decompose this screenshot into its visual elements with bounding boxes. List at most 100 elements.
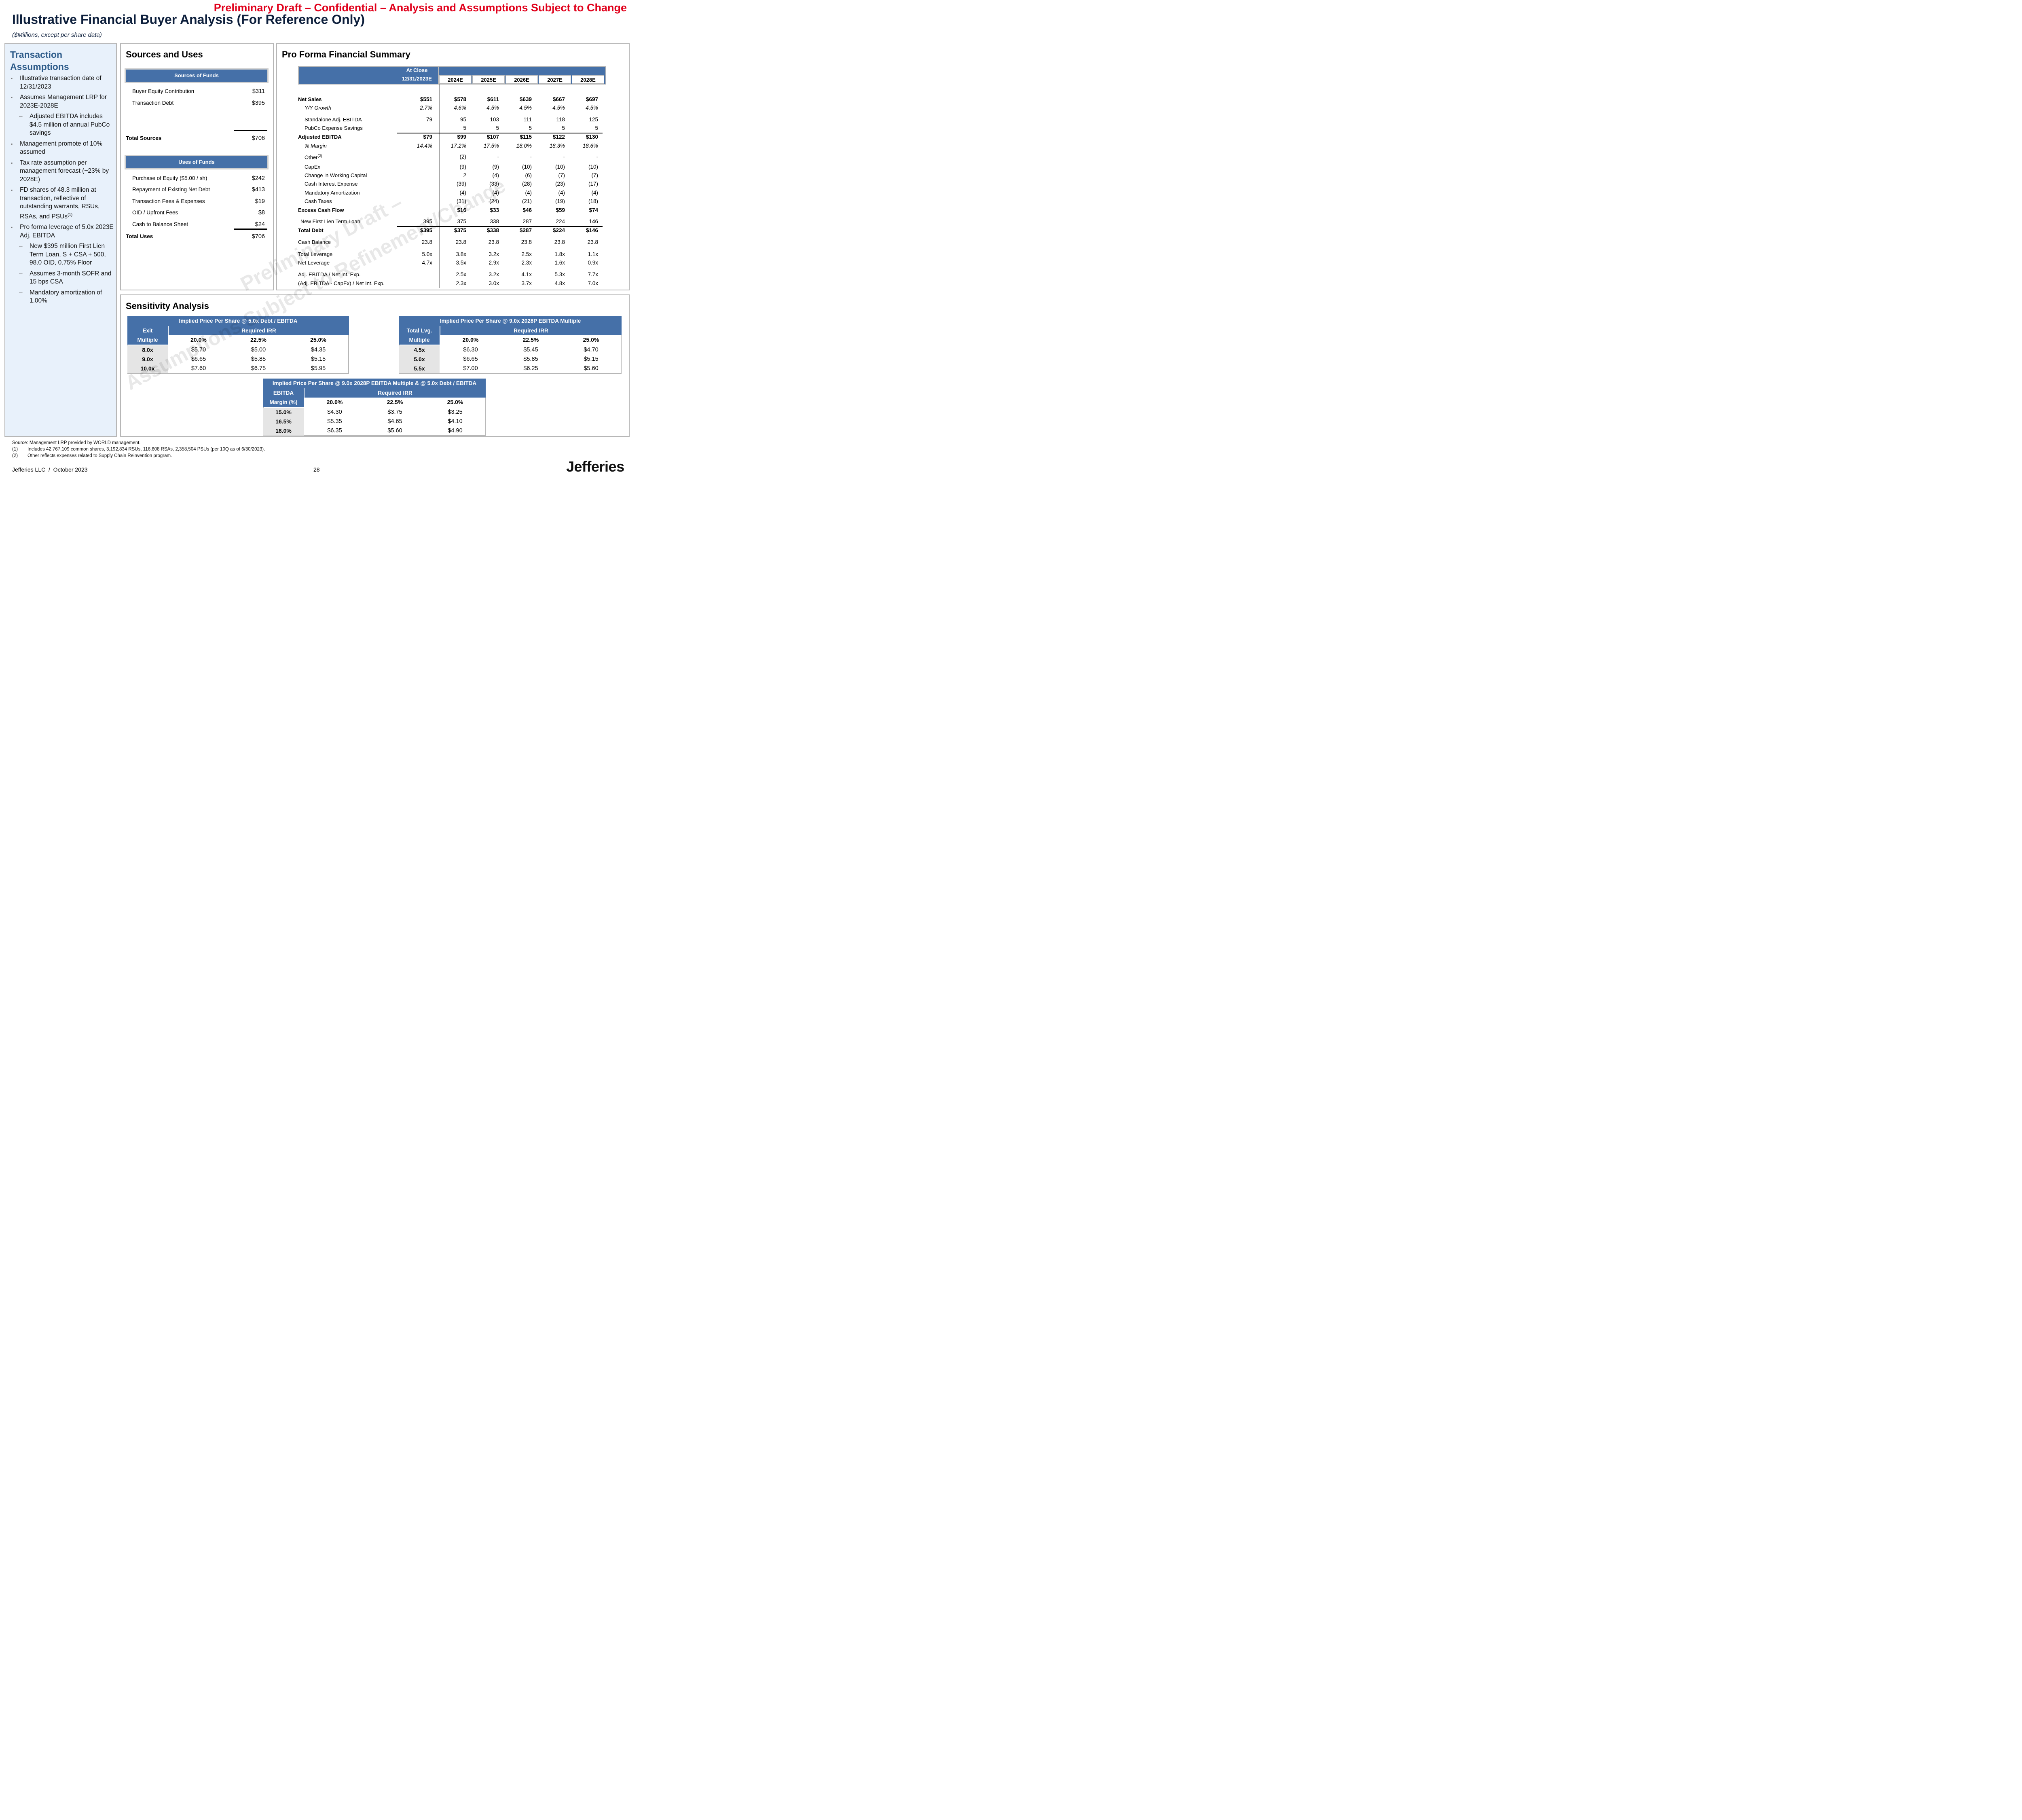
row-header-bottom: Multiple: [399, 335, 440, 345]
row-label-text: (Adj. EBITDA - CapEx) / Net Int. Exp.: [298, 280, 385, 286]
projection-value: (4): [591, 190, 599, 196]
irr-column: 20.0%: [169, 335, 228, 345]
projection-value: $287: [519, 227, 532, 233]
projection-value: -: [530, 154, 532, 160]
projection-value: (33): [489, 181, 499, 187]
footnote-2: (2) Other reflects expenses related to Su…: [12, 453, 172, 458]
projection-value: -: [497, 154, 499, 160]
row-label-text: Mandatory Amortization: [305, 190, 360, 196]
proforma-row-label: Adj. EBITDA / Net Int. Exp.: [298, 271, 361, 277]
row-label-text: Cash Interest Expense: [305, 181, 358, 187]
at-close-value: 2.7%: [420, 105, 432, 111]
source-label: Transaction Debt: [132, 100, 174, 106]
proforma-title: Pro Forma Financial Summary: [282, 49, 410, 59]
sensitivity-cell: $5.60: [387, 427, 402, 434]
header-divider: [438, 66, 439, 85]
projection-value: 1.1x: [588, 251, 598, 257]
projection-value: -: [563, 154, 565, 160]
projection-value: 18.0%: [516, 143, 532, 149]
projection-value: $639: [519, 96, 532, 102]
projection-value: 2.9x: [489, 260, 499, 266]
uses-header: Uses of Funds: [125, 155, 269, 169]
projection-value: (6): [525, 172, 532, 178]
proforma-row-label: Total Leverage: [298, 251, 332, 257]
page-title: Illustrative Financial Buyer Analysis (F…: [12, 12, 365, 27]
projection-value: (4): [492, 172, 499, 178]
projection-value: $107: [486, 134, 499, 140]
subtotal-rule: [397, 226, 603, 227]
row-label-text: Other: [305, 154, 318, 161]
projection-value: (31): [456, 198, 466, 204]
proforma-row-label: Excess Cash Flow: [298, 207, 344, 213]
projection-value: 5: [562, 125, 565, 131]
row-label-text: Y/Y Growth: [305, 105, 332, 111]
use-label: OID / Upfront Fees: [132, 210, 178, 216]
projection-value: 4.6%: [454, 105, 466, 111]
projection-value: (39): [456, 181, 466, 187]
assumption-bullet: Illustrative transaction date of 12/31/2…: [9, 74, 115, 91]
at-close-value: 395: [423, 218, 432, 224]
projection-value: 111: [523, 116, 532, 123]
sensitivity-cell: $3.25: [448, 409, 463, 415]
sensitivity-cell: $4.35: [311, 347, 326, 353]
projection-value: $115: [520, 134, 532, 140]
at-close-header: At Close: [406, 67, 428, 73]
irr-column: 25.0%: [561, 335, 621, 345]
footnote-text: Includes 42,767,109 common shares, 3,192…: [27, 447, 265, 452]
sensitivity-table-header: Implied Price Per Share @ 5.0x Debt / EB…: [127, 316, 349, 326]
footnote-number: (1): [12, 447, 18, 452]
projection-value: 23.8: [521, 239, 532, 245]
projection-value: 3.2x: [489, 271, 499, 277]
use-value: $242: [252, 175, 265, 182]
projection-value: (17): [588, 181, 598, 187]
proforma-row-label: PubCo Expense Savings: [305, 125, 363, 131]
sensitivity-row-label: 9.0x: [127, 355, 168, 364]
sources-uses-panel: Sources and Uses Sources of Funds Buyer …: [120, 43, 274, 290]
sensitivity-cell: $4.30: [327, 409, 342, 415]
proforma-row-label: Y/Y Growth: [305, 105, 331, 111]
proforma-row-label: Change in Working Capital: [305, 172, 367, 178]
footer-company-date: Jefferies LLC / October 2023: [12, 466, 88, 473]
assumptions-list: Illustrative transaction date of 12/31/2…: [9, 74, 115, 308]
footnote-ref: (2): [317, 154, 322, 158]
proforma-panel: Pro Forma Financial Summary At Close 12/…: [276, 43, 630, 290]
assumption-sub-bullet: Adjusted EBITDA includes $4.5 million of…: [9, 112, 115, 138]
projection-value: (28): [522, 181, 532, 187]
year-header: 2026E: [506, 75, 538, 84]
irr-column: 22.5%: [228, 335, 288, 345]
row-label-text: Net Leverage: [298, 260, 330, 266]
proforma-row-label: Cash Balance: [298, 239, 331, 245]
use-value: $8: [258, 210, 265, 216]
sensitivity-cell: $4.10: [448, 418, 463, 425]
assumption-sub-bullet: New $395 million First Lien Term Loan, S…: [9, 242, 115, 267]
assumptions-title: Transaction Assumptions: [10, 49, 69, 72]
at-close-value: 5.0x: [422, 251, 432, 257]
sensitivity-cell: $5.35: [327, 418, 342, 425]
irr-column: 25.0%: [425, 398, 485, 407]
proforma-row-label: (Adj. EBITDA - CapEx) / Net Int. Exp.: [298, 280, 385, 286]
irr-column: 20.0%: [305, 398, 365, 407]
row-header-top: Exit: [127, 326, 168, 335]
projection-value: 118: [556, 116, 565, 123]
sensitivity-row-label: 5.0x: [399, 355, 440, 364]
proforma-row-label: Other(2): [305, 154, 322, 160]
projection-value: 95: [460, 116, 466, 123]
row-label-text: Cash Balance: [298, 239, 331, 245]
projection-value: (18): [588, 198, 598, 204]
projection-value: (4): [525, 190, 532, 196]
source-value: $395: [252, 100, 265, 106]
at-close-value: 79: [426, 116, 432, 123]
projection-value: 4.5%: [552, 105, 565, 111]
projection-value: (21): [522, 198, 532, 204]
at-close-value: 4.7x: [422, 260, 432, 266]
projection-value: 1.6x: [554, 260, 565, 266]
projection-value: 0.9x: [588, 260, 598, 266]
use-label: Purchase of Equity ($5.00 / sh): [132, 175, 207, 181]
projection-value: (10): [588, 164, 598, 170]
projection-value: (4): [492, 190, 499, 196]
sensitivity-cell: $4.65: [387, 418, 402, 425]
row-header-bottom: Multiple: [127, 335, 168, 345]
projection-value: 5: [529, 125, 532, 131]
projection-value: $697: [586, 96, 598, 102]
projection-value: 4.1x: [521, 271, 532, 277]
